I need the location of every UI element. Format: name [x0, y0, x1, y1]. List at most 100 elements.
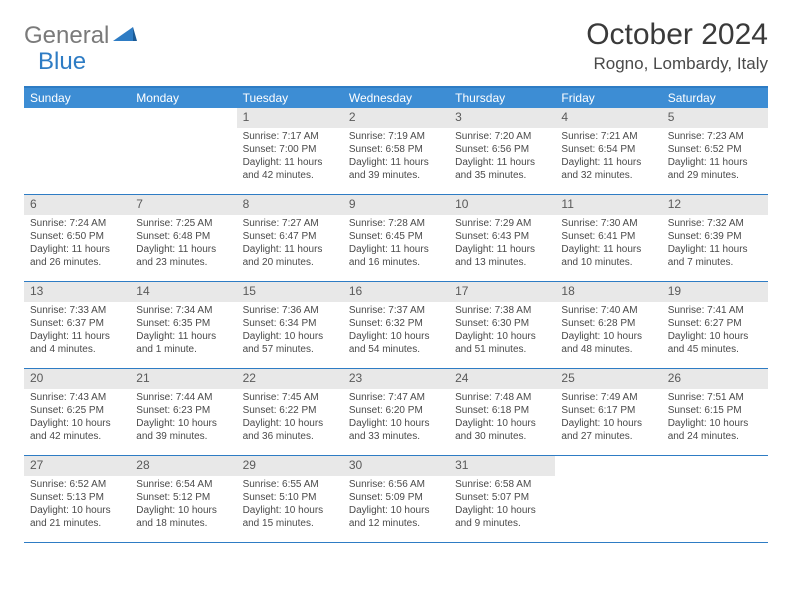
day-cell: 17Sunrise: 7:38 AMSunset: 6:30 PMDayligh… [449, 282, 555, 368]
day-body: Sunrise: 7:49 AMSunset: 6:17 PMDaylight:… [555, 389, 661, 447]
day-cell [662, 456, 768, 542]
day-body: Sunrise: 7:19 AMSunset: 6:58 PMDaylight:… [343, 128, 449, 186]
day-cell: 15Sunrise: 7:36 AMSunset: 6:34 PMDayligh… [237, 282, 343, 368]
logo-text-general: General [24, 22, 109, 50]
sunrise-text: Sunrise: 7:28 AM [349, 217, 443, 230]
day-body: Sunrise: 7:44 AMSunset: 6:23 PMDaylight:… [130, 389, 236, 447]
day-body: Sunrise: 7:51 AMSunset: 6:15 PMDaylight:… [662, 389, 768, 447]
sunset-text: Sunset: 6:18 PM [455, 404, 549, 417]
day-number: 8 [237, 195, 343, 215]
sunrise-text: Sunrise: 6:55 AM [243, 478, 337, 491]
daylight-text: Daylight: 11 hours and 1 minute. [136, 330, 230, 356]
day-cell: 22Sunrise: 7:45 AMSunset: 6:22 PMDayligh… [237, 369, 343, 455]
sunset-text: Sunset: 6:35 PM [136, 317, 230, 330]
daylight-text: Daylight: 11 hours and 13 minutes. [455, 243, 549, 269]
sunrise-text: Sunrise: 7:38 AM [455, 304, 549, 317]
day-cell: 27Sunrise: 6:52 AMSunset: 5:13 PMDayligh… [24, 456, 130, 542]
day-cell: 5Sunrise: 7:23 AMSunset: 6:52 PMDaylight… [662, 108, 768, 194]
day-cell [555, 456, 661, 542]
day-body: Sunrise: 7:41 AMSunset: 6:27 PMDaylight:… [662, 302, 768, 360]
daylight-text: Daylight: 11 hours and 23 minutes. [136, 243, 230, 269]
sunrise-text: Sunrise: 7:47 AM [349, 391, 443, 404]
week-row: 1Sunrise: 7:17 AMSunset: 7:00 PMDaylight… [24, 108, 768, 195]
day-body: Sunrise: 7:21 AMSunset: 6:54 PMDaylight:… [555, 128, 661, 186]
daylight-text: Daylight: 10 hours and 30 minutes. [455, 417, 549, 443]
daylight-text: Daylight: 10 hours and 33 minutes. [349, 417, 443, 443]
sunset-text: Sunset: 6:28 PM [561, 317, 655, 330]
day-number [662, 456, 768, 460]
sunset-text: Sunset: 6:17 PM [561, 404, 655, 417]
day-body: Sunrise: 7:33 AMSunset: 6:37 PMDaylight:… [24, 302, 130, 360]
sunrise-text: Sunrise: 7:29 AM [455, 217, 549, 230]
daylight-text: Daylight: 10 hours and 24 minutes. [668, 417, 762, 443]
sunrise-text: Sunrise: 7:43 AM [30, 391, 124, 404]
day-number: 25 [555, 369, 661, 389]
sunset-text: Sunset: 6:54 PM [561, 143, 655, 156]
logo-text-blue: Blue [38, 48, 86, 76]
sunrise-text: Sunrise: 7:45 AM [243, 391, 337, 404]
day-cell: 28Sunrise: 6:54 AMSunset: 5:12 PMDayligh… [130, 456, 236, 542]
daylight-text: Daylight: 10 hours and 21 minutes. [30, 504, 124, 530]
sunrise-text: Sunrise: 7:33 AM [30, 304, 124, 317]
sunset-text: Sunset: 5:10 PM [243, 491, 337, 504]
day-body: Sunrise: 7:24 AMSunset: 6:50 PMDaylight:… [24, 215, 130, 273]
day-cell: 18Sunrise: 7:40 AMSunset: 6:28 PMDayligh… [555, 282, 661, 368]
sunset-text: Sunset: 6:43 PM [455, 230, 549, 243]
daylight-text: Daylight: 11 hours and 29 minutes. [668, 156, 762, 182]
day-cell: 12Sunrise: 7:32 AMSunset: 6:39 PMDayligh… [662, 195, 768, 281]
sunrise-text: Sunrise: 7:37 AM [349, 304, 443, 317]
sunset-text: Sunset: 6:23 PM [136, 404, 230, 417]
day-body: Sunrise: 7:37 AMSunset: 6:32 PMDaylight:… [343, 302, 449, 360]
day-number: 14 [130, 282, 236, 302]
daylight-text: Daylight: 11 hours and 10 minutes. [561, 243, 655, 269]
sunset-text: Sunset: 5:13 PM [30, 491, 124, 504]
day-cell: 10Sunrise: 7:29 AMSunset: 6:43 PMDayligh… [449, 195, 555, 281]
day-body: Sunrise: 6:52 AMSunset: 5:13 PMDaylight:… [24, 476, 130, 534]
day-number [24, 108, 130, 112]
day-body: Sunrise: 7:30 AMSunset: 6:41 PMDaylight:… [555, 215, 661, 273]
header: General October 2024 Rogno, Lombardy, It… [24, 18, 768, 74]
day-body: Sunrise: 6:58 AMSunset: 5:07 PMDaylight:… [449, 476, 555, 534]
day-body: Sunrise: 7:45 AMSunset: 6:22 PMDaylight:… [237, 389, 343, 447]
day-number: 21 [130, 369, 236, 389]
day-cell: 25Sunrise: 7:49 AMSunset: 6:17 PMDayligh… [555, 369, 661, 455]
day-number: 19 [662, 282, 768, 302]
day-body: Sunrise: 7:17 AMSunset: 7:00 PMDaylight:… [237, 128, 343, 186]
daylight-text: Daylight: 10 hours and 36 minutes. [243, 417, 337, 443]
day-cell: 16Sunrise: 7:37 AMSunset: 6:32 PMDayligh… [343, 282, 449, 368]
sunrise-text: Sunrise: 7:20 AM [455, 130, 549, 143]
sunset-text: Sunset: 6:27 PM [668, 317, 762, 330]
day-cell: 6Sunrise: 7:24 AMSunset: 6:50 PMDaylight… [24, 195, 130, 281]
day-cell: 26Sunrise: 7:51 AMSunset: 6:15 PMDayligh… [662, 369, 768, 455]
daylight-text: Daylight: 10 hours and 54 minutes. [349, 330, 443, 356]
day-number: 31 [449, 456, 555, 476]
sunset-text: Sunset: 5:07 PM [455, 491, 549, 504]
sunrise-text: Sunrise: 7:27 AM [243, 217, 337, 230]
day-number [555, 456, 661, 460]
daylight-text: Daylight: 11 hours and 42 minutes. [243, 156, 337, 182]
day-number: 24 [449, 369, 555, 389]
sunset-text: Sunset: 6:39 PM [668, 230, 762, 243]
sunset-text: Sunset: 6:45 PM [349, 230, 443, 243]
sunrise-text: Sunrise: 7:36 AM [243, 304, 337, 317]
sunrise-text: Sunrise: 6:56 AM [349, 478, 443, 491]
day-body: Sunrise: 7:43 AMSunset: 6:25 PMDaylight:… [24, 389, 130, 447]
sunset-text: Sunset: 6:37 PM [30, 317, 124, 330]
day-body: Sunrise: 7:20 AMSunset: 6:56 PMDaylight:… [449, 128, 555, 186]
day-cell: 30Sunrise: 6:56 AMSunset: 5:09 PMDayligh… [343, 456, 449, 542]
day-number: 23 [343, 369, 449, 389]
day-body: Sunrise: 7:36 AMSunset: 6:34 PMDaylight:… [237, 302, 343, 360]
day-cell: 1Sunrise: 7:17 AMSunset: 7:00 PMDaylight… [237, 108, 343, 194]
sunset-text: Sunset: 6:48 PM [136, 230, 230, 243]
day-cell [24, 108, 130, 194]
calendar: Sunday Monday Tuesday Wednesday Thursday… [24, 86, 768, 543]
logo-triangle-icon [113, 25, 137, 48]
sunset-text: Sunset: 6:32 PM [349, 317, 443, 330]
sunset-text: Sunset: 5:12 PM [136, 491, 230, 504]
week-row: 27Sunrise: 6:52 AMSunset: 5:13 PMDayligh… [24, 456, 768, 543]
day-body: Sunrise: 6:54 AMSunset: 5:12 PMDaylight:… [130, 476, 236, 534]
day-number: 1 [237, 108, 343, 128]
sunrise-text: Sunrise: 7:51 AM [668, 391, 762, 404]
sunrise-text: Sunrise: 7:49 AM [561, 391, 655, 404]
day-cell: 23Sunrise: 7:47 AMSunset: 6:20 PMDayligh… [343, 369, 449, 455]
